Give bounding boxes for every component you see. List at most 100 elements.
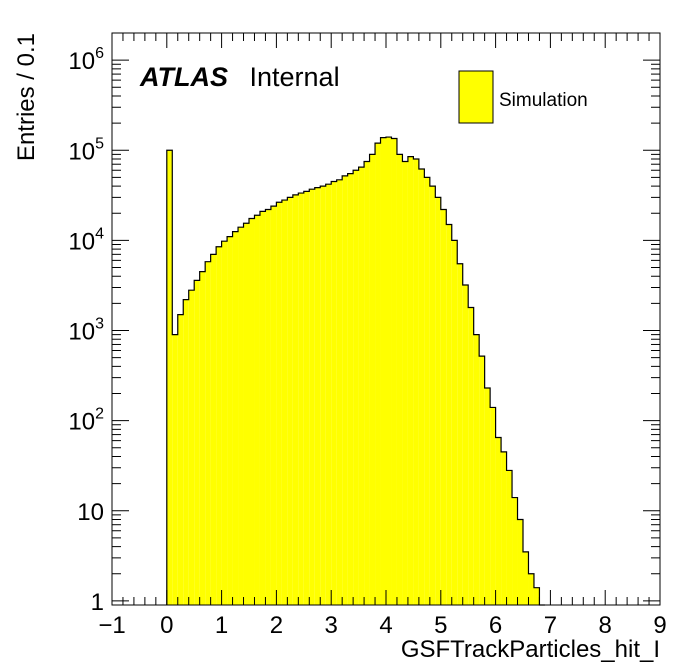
y-tick-label-exponent: 6	[95, 45, 104, 62]
histogram-bar	[238, 227, 244, 605]
histogram-bar	[227, 236, 233, 605]
histogram-bar	[490, 407, 496, 605]
histogram-bar	[336, 179, 343, 605]
axis-ticks	[111, 32, 661, 605]
histogram-bar	[281, 200, 288, 605]
y-tick-label-base: 10	[68, 48, 95, 75]
y-tick-label: 1	[91, 589, 104, 616]
y-tick-label: 102	[68, 406, 104, 436]
x-tick-label: 9	[653, 612, 666, 639]
histogram-bar	[243, 223, 249, 605]
histogram-bar	[369, 154, 376, 605]
histogram-bar	[358, 167, 365, 605]
histogram-bar	[331, 181, 337, 605]
x-tick-label: 7	[544, 612, 557, 639]
atlas-status-text: Internal	[250, 62, 340, 92]
histogram-bar	[528, 573, 534, 605]
histogram-bar	[380, 137, 386, 605]
histogram-bar	[172, 334, 178, 605]
histogram-bar	[462, 284, 469, 605]
histogram-bar	[292, 194, 299, 606]
legend-label-simulation: Simulation	[499, 90, 588, 111]
histogram-outline	[166, 136, 545, 606]
y-tick-label-base: 10	[68, 228, 95, 255]
histogram-bar	[424, 177, 430, 606]
x-tick-label: 0	[160, 612, 173, 639]
histogram-bar	[276, 202, 282, 605]
atlas-label: ATLAS Internal	[139, 62, 340, 92]
histogram-bar	[194, 280, 200, 605]
x-tick-label: −1	[98, 612, 125, 639]
histogram-bar	[429, 186, 436, 606]
y-tick-label: 105	[68, 135, 104, 165]
y-tick-label-exponent: 3	[95, 316, 104, 333]
y-tick-label: 106	[68, 45, 104, 75]
histogram-bar	[473, 334, 480, 605]
histogram-bar	[446, 224, 452, 605]
x-tick-label: 1	[215, 612, 228, 639]
histogram-bar	[451, 240, 458, 606]
histogram-bar	[347, 173, 354, 605]
histogram-bar	[320, 186, 326, 606]
histogram-bar	[396, 154, 403, 605]
histogram-bar	[166, 150, 173, 605]
histogram-bar	[517, 519, 523, 605]
legend: Simulation	[458, 70, 588, 124]
histogram-bar	[210, 254, 217, 605]
histogram-bar	[375, 143, 381, 606]
y-tick-label: 103	[68, 316, 104, 346]
x-tick-label: 2	[270, 612, 283, 639]
histogram-bar	[183, 299, 189, 605]
histogram-bar	[391, 138, 397, 605]
histogram-bar	[479, 356, 485, 605]
histogram-bar	[386, 137, 392, 605]
x-tick-label: 6	[489, 612, 502, 639]
y-tick-label-exponent: 4	[95, 225, 104, 242]
histogram-bar	[440, 209, 447, 605]
y-tick-label-base: 10	[68, 409, 95, 436]
x-tick-labels: −1 0 1 2 3 4 5 6 7 8 9	[98, 612, 666, 639]
histogram-bar	[468, 307, 474, 605]
histogram-bar	[216, 246, 222, 605]
histogram-bar	[353, 170, 359, 606]
y-tick-label-base: 10	[68, 319, 95, 346]
histogram-bar	[287, 197, 293, 606]
histogram-bar	[188, 290, 195, 605]
histogram-bar	[205, 261, 211, 605]
y-tick-label-base: 10	[68, 138, 95, 165]
y-tick-label-base: 1	[91, 589, 104, 616]
y-axis-label: Entries / 0.1	[13, 33, 40, 161]
y-tick-label-exponent: 2	[95, 406, 104, 423]
histogram-bar	[495, 437, 502, 605]
histogram-bar	[259, 211, 266, 606]
x-tick-label: 8	[599, 612, 612, 639]
histogram-bar	[484, 388, 491, 605]
histogram-bar	[501, 451, 507, 605]
histogram-bar	[270, 206, 277, 605]
histogram-bar	[309, 189, 315, 606]
histogram-bar	[523, 551, 529, 605]
legend-swatch-simulation	[458, 70, 494, 124]
histogram-bar	[342, 175, 348, 605]
atlas-experiment-text: ATLAS	[139, 62, 228, 92]
histogram-bar	[232, 231, 239, 606]
histogram-bar	[303, 191, 310, 605]
histogram-bar	[265, 209, 271, 605]
y-tick-label-exponent: 5	[95, 135, 104, 152]
x-axis-label: GSFTrackParticles_hit_I	[401, 636, 660, 663]
y-tick-label: 10	[77, 499, 104, 526]
histogram-bar	[199, 271, 206, 605]
y-tick-label-base: 10	[77, 499, 104, 526]
histogram-bars	[166, 137, 540, 606]
histogram-bar	[413, 158, 419, 606]
histogram-bar	[435, 197, 441, 606]
histogram-bar	[407, 156, 414, 605]
histogram-bar	[325, 184, 332, 605]
histogram-bar	[533, 587, 540, 605]
histogram-bar	[418, 168, 425, 605]
histogram-bar	[512, 497, 518, 605]
histogram-bar	[249, 218, 255, 605]
x-tick-label: 3	[325, 612, 338, 639]
